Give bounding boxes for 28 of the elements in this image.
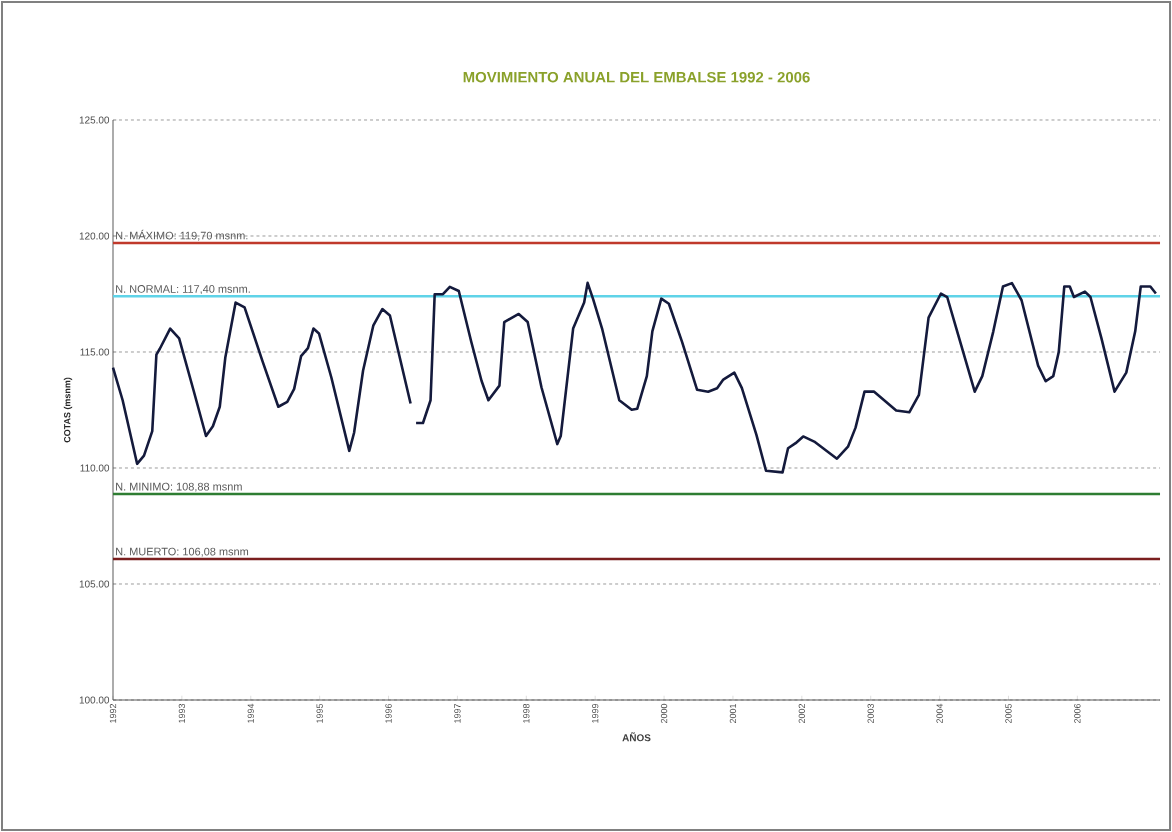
x-tick-label: 1995: [316, 703, 323, 723]
y-tick-label: 110.00: [80, 464, 110, 472]
x-tick-label: 2000: [660, 703, 668, 724]
y-tick-label: 115.00: [80, 348, 110, 356]
chart-title: MOVIMIENTO ANUAL DEL EMBALSE 1992 - 2006: [463, 71, 810, 83]
x-tick-label: 2004: [936, 703, 943, 724]
ref-line-label: N. MÁXIMO: 119,70 msnm.: [116, 229, 248, 241]
ref-line-label: N. MUERTO: 106,08 msnm: [116, 547, 249, 557]
x-tick-label: 2003: [867, 703, 874, 724]
y-tick-label: 125.00: [79, 116, 110, 124]
x-tick-label: 2006: [1074, 703, 1081, 724]
x-tick-label: 2005: [1005, 703, 1012, 724]
x-tick-label: 1994: [247, 703, 254, 723]
y-tick-label: 120.00: [79, 232, 110, 240]
x-axis-title: AÑOS: [622, 732, 651, 742]
x-tick-label: 1996: [385, 703, 392, 723]
x-tick-label: 1997: [454, 703, 461, 723]
ref-line-label: N. MINIMO: 108,88 msnm: [116, 482, 242, 492]
x-tick-label: 2001: [729, 703, 737, 724]
x-tick-label: 1993: [178, 703, 186, 723]
x-tick-label: 1992: [109, 703, 117, 723]
x-tick-label: 1999: [592, 703, 599, 723]
y-tick-label: 105.00: [79, 580, 110, 588]
y-axis-title: COTAS (msnm): [63, 377, 73, 443]
y-tick-label: 100.00: [79, 696, 110, 704]
x-tick-label: 1998: [523, 703, 530, 723]
ref-line-label: N. NORMAL: 117,40 msnm.: [116, 285, 250, 295]
x-tick-label: 2002: [798, 703, 806, 724]
